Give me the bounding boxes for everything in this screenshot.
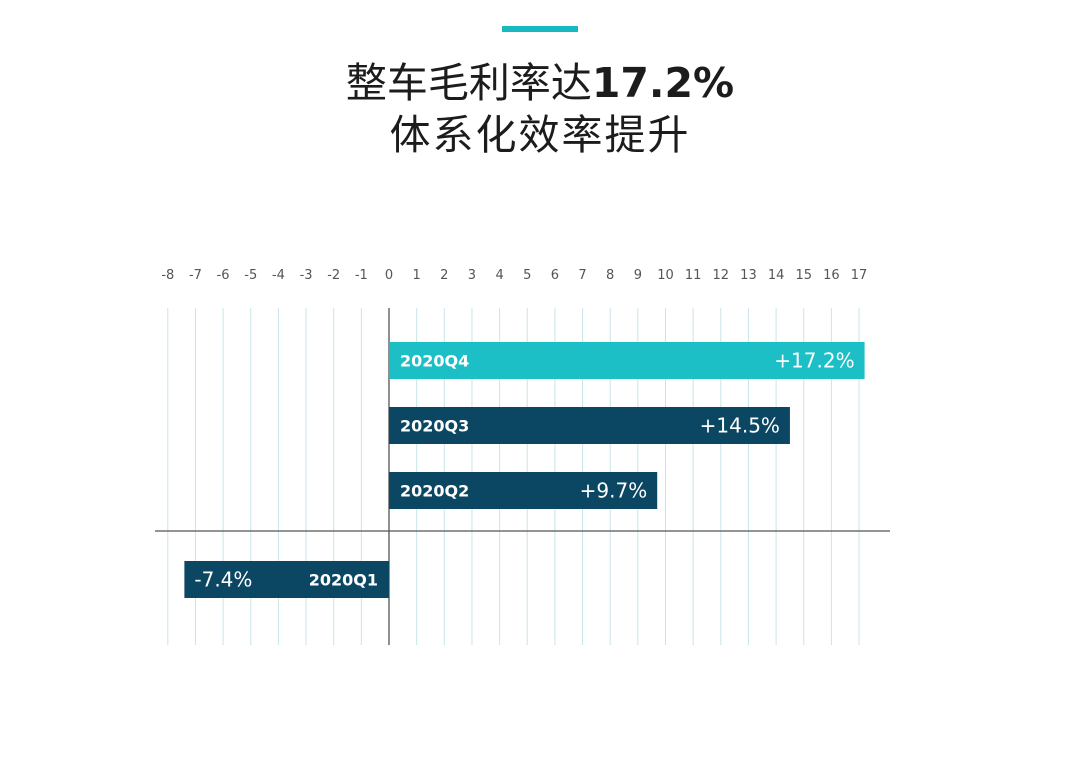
bar-category-label: 2020Q4 (400, 352, 469, 371)
x-tick-label: -8 (161, 268, 174, 283)
x-tick-label: 7 (578, 268, 586, 283)
x-tick-label: 6 (551, 268, 559, 283)
title-accent-bar (502, 26, 578, 32)
x-tick-label: 1 (413, 268, 421, 283)
x-tick-label: -7 (189, 268, 202, 283)
bar-category-label: 2020Q3 (400, 417, 469, 436)
page-subtitle: 体系化效率提升 (389, 111, 691, 159)
x-tick-label: -2 (327, 268, 340, 283)
title-prefix: 整车毛利率达 (345, 59, 592, 107)
x-tick-label: -3 (300, 268, 313, 283)
x-tick-label: -1 (355, 268, 368, 283)
bar (389, 407, 790, 444)
x-tick-label: 3 (468, 268, 476, 283)
x-tick-label: -5 (244, 268, 257, 283)
bar-value-label: +9.7% (580, 479, 648, 503)
bar-value-label: -7.4% (194, 568, 252, 592)
x-tick-label: 11 (685, 268, 702, 283)
bar-value-label: +14.5% (700, 414, 780, 438)
x-tick-label: 13 (740, 268, 757, 283)
bar (389, 472, 658, 509)
x-tick-label: 5 (523, 268, 531, 283)
page-title: 整车毛利率达17.2% (0, 58, 1080, 108)
bar (184, 561, 389, 598)
x-tick-label: 16 (823, 268, 840, 283)
x-tick-label: 14 (768, 268, 785, 283)
x-tick-label: -6 (217, 268, 230, 283)
bar (389, 342, 865, 379)
x-tick-label: 0 (385, 268, 393, 283)
x-tick-label: 12 (713, 268, 730, 283)
bar-category-label: 2020Q1 (309, 571, 378, 590)
x-tick-label: 2 (440, 268, 448, 283)
title-value: 17.2% (591, 59, 735, 107)
x-tick-label: 10 (657, 268, 674, 283)
x-tick-label: 8 (606, 268, 614, 283)
x-tick-label: 17 (851, 268, 868, 283)
x-tick-label: -4 (272, 268, 285, 283)
x-tick-label: 4 (495, 268, 503, 283)
x-tick-label: 9 (634, 268, 642, 283)
bar-category-label: 2020Q2 (400, 482, 469, 501)
x-tick-label: 15 (795, 268, 812, 283)
bar-value-label: +17.2% (774, 349, 854, 373)
